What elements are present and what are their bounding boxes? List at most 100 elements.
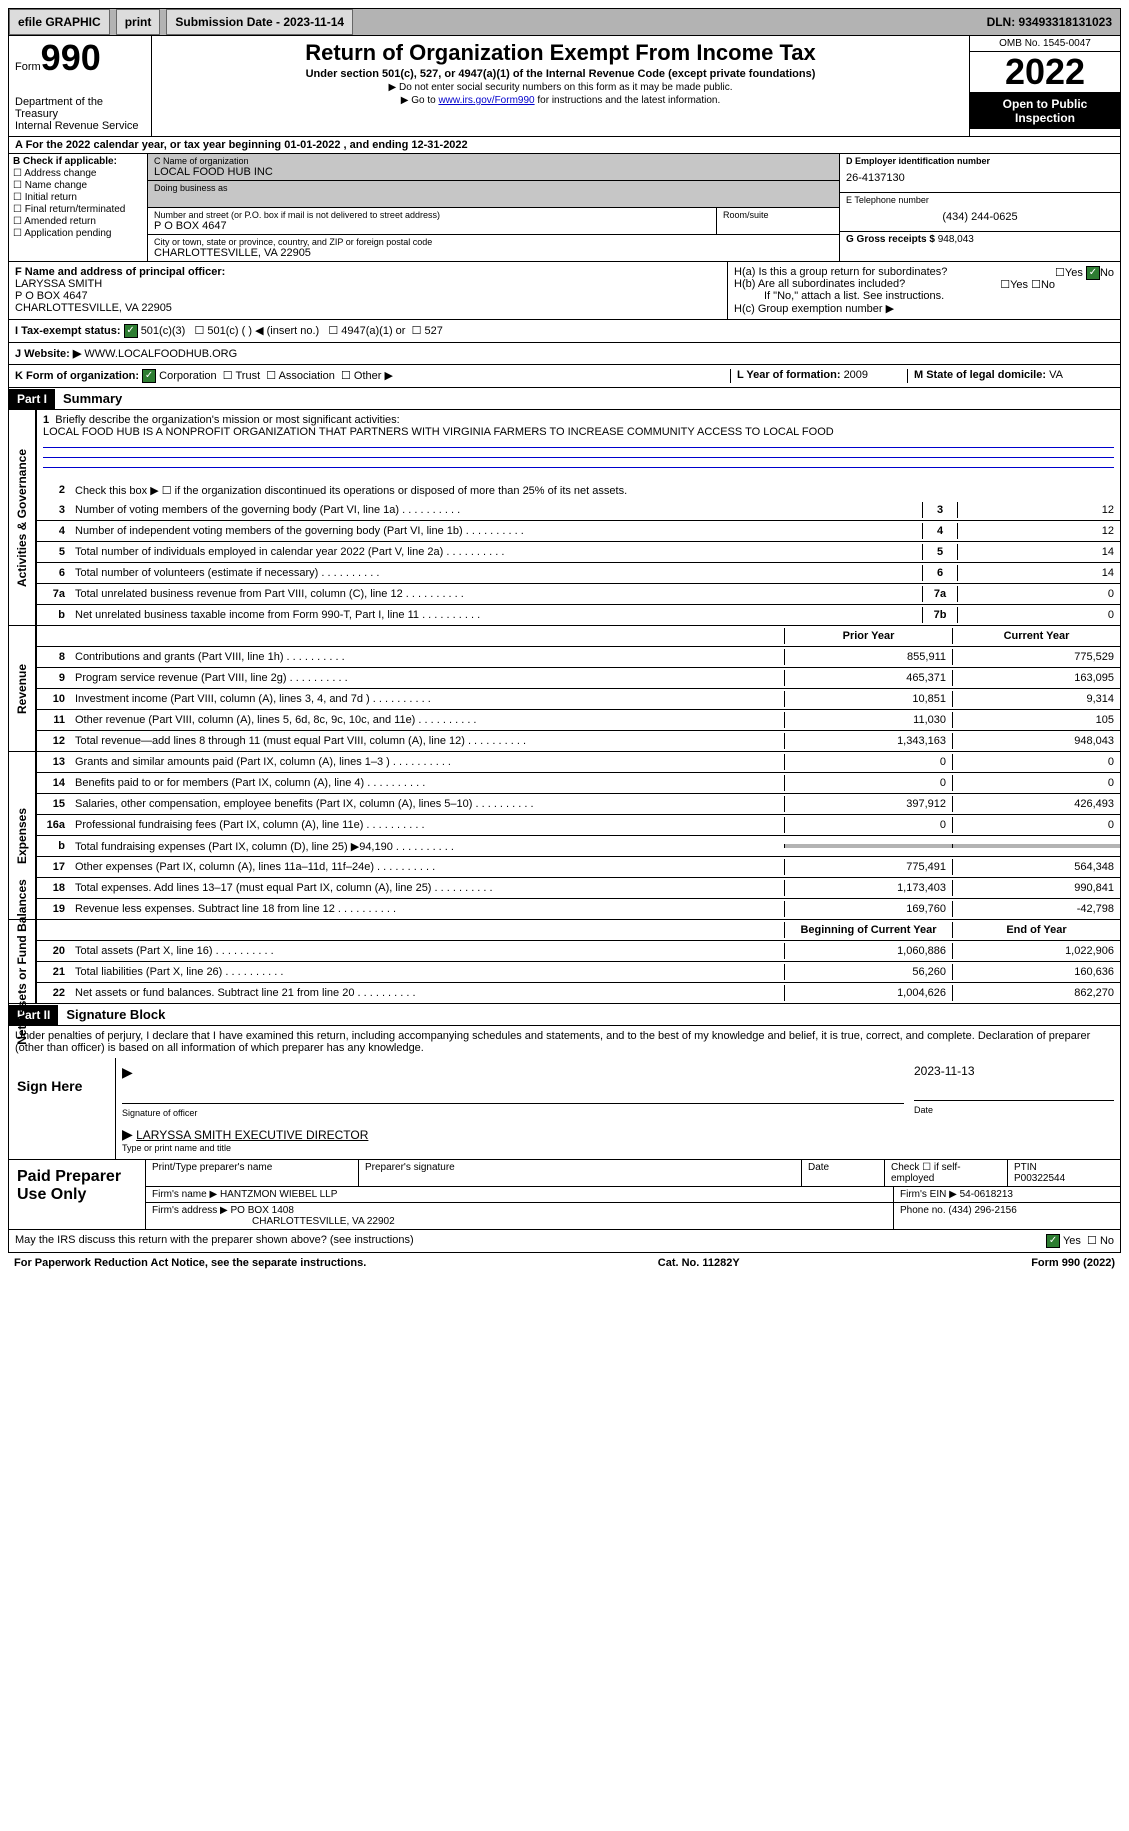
opt-501c[interactable]: 501(c) ( ) ◀ (insert no.): [207, 325, 319, 337]
firm-name-cell: Firm's name ▶ HANTZMON WIEBEL LLP: [146, 1187, 894, 1202]
irs-link[interactable]: www.irs.gov/Form990: [438, 95, 534, 106]
ha-no[interactable]: No: [1100, 267, 1114, 279]
line-box: 7a: [922, 586, 958, 602]
revenue-section: Revenue Prior Year Current Year 8 Contri…: [8, 626, 1121, 752]
k-other[interactable]: Other ▶: [354, 370, 393, 382]
chk-initial[interactable]: ☐ Initial return: [13, 192, 143, 203]
line-20: 20 Total assets (Part X, line 16) 1,060,…: [37, 941, 1120, 962]
gross-label: G Gross receipts $: [846, 234, 938, 245]
header-left: Form990 Department of the Treasury Inter…: [9, 36, 152, 136]
line-16a: 16a Professional fundraising fees (Part …: [37, 815, 1120, 836]
line-22: 22 Net assets or fund balances. Subtract…: [37, 983, 1120, 1003]
fh-row: F Name and address of principal officer:…: [8, 262, 1121, 320]
mission-label: Briefly describe the organization's miss…: [55, 414, 399, 426]
hb-no[interactable]: No: [1041, 279, 1055, 291]
prior-value: 1,343,163: [784, 733, 952, 749]
line-text: Revenue less expenses. Subtract line 18 …: [71, 901, 784, 917]
line-text: Total revenue—add lines 8 through 11 (mu…: [71, 733, 784, 749]
prep-selfemp[interactable]: Check ☐ if self-employed: [885, 1160, 1008, 1186]
street-box: Number and street (or P.O. box if mail i…: [148, 208, 716, 235]
opt-4947[interactable]: 4947(a)(1) or: [341, 325, 405, 337]
curr-value: 1,022,906: [952, 943, 1120, 959]
officer-signature-line[interactable]: [122, 1085, 904, 1104]
header-right: OMB No. 1545-0047 2022 Open to Public In…: [970, 36, 1120, 136]
prior-value: 775,491: [784, 859, 952, 875]
line-box: 5: [922, 544, 958, 560]
chk-name[interactable]: ☐ Name change: [13, 180, 143, 191]
form-number: 990: [41, 37, 101, 78]
k-corp[interactable]: Corporation: [159, 370, 216, 382]
addr-label: Firm's address ▶: [152, 1205, 231, 1216]
underline: [43, 456, 1114, 458]
line-num: 3: [37, 504, 71, 516]
side-ag: Activities & Governance: [9, 410, 37, 625]
chk-amended[interactable]: ☐ Amended return: [13, 216, 143, 227]
penalties-text: Under penalties of perjury, I declare th…: [8, 1026, 1121, 1058]
prior-value: 397,912: [784, 796, 952, 812]
form-ref: Form 990 (2022): [1031, 1257, 1115, 1269]
date-line: [914, 1082, 1114, 1101]
status-label: I Tax-exempt status:: [15, 325, 121, 337]
signer-name-label: Type or print name and title: [122, 1143, 1114, 1153]
room-box: Room/suite: [716, 208, 839, 235]
line-num: 17: [37, 861, 71, 873]
cat-no: Cat. No. 11282Y: [658, 1257, 740, 1269]
box-k: K Form of organization: ✓ Corporation ☐ …: [15, 369, 730, 383]
line-text: Other revenue (Part VIII, column (A), li…: [71, 712, 784, 728]
chk-address[interactable]: ☐ Address change: [13, 168, 143, 179]
line-num: 15: [37, 798, 71, 810]
dba-label: Doing business as: [154, 183, 833, 193]
box-b-title: B Check if applicable:: [13, 156, 117, 167]
hb-yes[interactable]: Yes: [1010, 279, 1028, 291]
k-assoc[interactable]: Association: [279, 370, 335, 382]
tax-year: 2022: [970, 52, 1120, 93]
discuss-yes[interactable]: Yes: [1063, 1235, 1081, 1247]
chk-final[interactable]: ☐ Final return/terminated: [13, 204, 143, 215]
submission-date-text: Submission Date - 2023-11-14: [175, 15, 344, 29]
chk-pending[interactable]: ☐ Application pending: [13, 228, 143, 239]
prior-value: 1,060,886: [784, 943, 952, 959]
curr-value: 0: [952, 775, 1120, 791]
line-value: 12: [958, 523, 1120, 539]
k-trust[interactable]: Trust: [236, 370, 261, 382]
prior-value: [784, 844, 952, 848]
firm-name: HANTZMON WIEBEL LLP: [220, 1189, 337, 1200]
omb-number: OMB No. 1545-0047: [970, 36, 1120, 52]
note2-pre: ▶ Go to: [401, 95, 439, 106]
expenses-section: Expenses 13 Grants and similar amounts p…: [8, 752, 1121, 920]
print-button[interactable]: print: [116, 9, 161, 35]
prep-row-2: Firm's name ▶ HANTZMON WIEBEL LLP Firm's…: [146, 1187, 1120, 1203]
side-na: Net Assets or Fund Balances: [9, 920, 37, 1003]
dba-box: Doing business as: [148, 181, 839, 208]
hb-label: H(b) Are all subordinates included?: [734, 278, 905, 290]
check-icon: ✓: [142, 369, 156, 383]
prior-value: 0: [784, 817, 952, 833]
prep-name-label: Print/Type preparer's name: [146, 1160, 359, 1186]
line-b: b Total fundraising expenses (Part IX, c…: [37, 836, 1120, 857]
opt-501c3[interactable]: 501(c)(3): [141, 325, 186, 337]
part1-title: Summary: [55, 388, 130, 409]
room-label: Room/suite: [723, 210, 833, 220]
dept-label: Department of the Treasury: [15, 96, 145, 120]
prior-value: 1,173,403: [784, 880, 952, 896]
box-i: I Tax-exempt status: ✓ 501(c)(3) ☐ 501(c…: [15, 324, 1114, 338]
ha-yes[interactable]: Yes: [1065, 267, 1083, 279]
officer-addr1: P O BOX 4647: [15, 290, 88, 302]
opt-527[interactable]: 527: [425, 325, 443, 337]
prior-value: 10,851: [784, 691, 952, 707]
line-text: Program service revenue (Part VIII, line…: [71, 670, 784, 686]
discuss-no[interactable]: No: [1100, 1235, 1114, 1247]
line-15: 15 Salaries, other compensation, employe…: [37, 794, 1120, 815]
box-c: C Name of organization LOCAL FOOD HUB IN…: [148, 154, 839, 261]
line-num: 20: [37, 945, 71, 957]
gross-value: 948,043: [938, 234, 974, 245]
box-j: J Website: ▶ WWW.LOCALFOODHUB.ORG: [8, 343, 1121, 365]
line-21: 21 Total liabilities (Part X, line 26) 5…: [37, 962, 1120, 983]
line-text: Total expenses. Add lines 13–17 (must eq…: [71, 880, 784, 896]
ein-box: D Employer identification number 26-4137…: [840, 154, 1120, 193]
line-num: 22: [37, 987, 71, 999]
firm-addr2: CHARLOTTESVILLE, VA 22902: [152, 1216, 395, 1227]
line-value: 0: [958, 586, 1120, 602]
discuss-answer: ✓ Yes ☐ No: [1046, 1234, 1114, 1248]
line-num: 5: [37, 546, 71, 558]
